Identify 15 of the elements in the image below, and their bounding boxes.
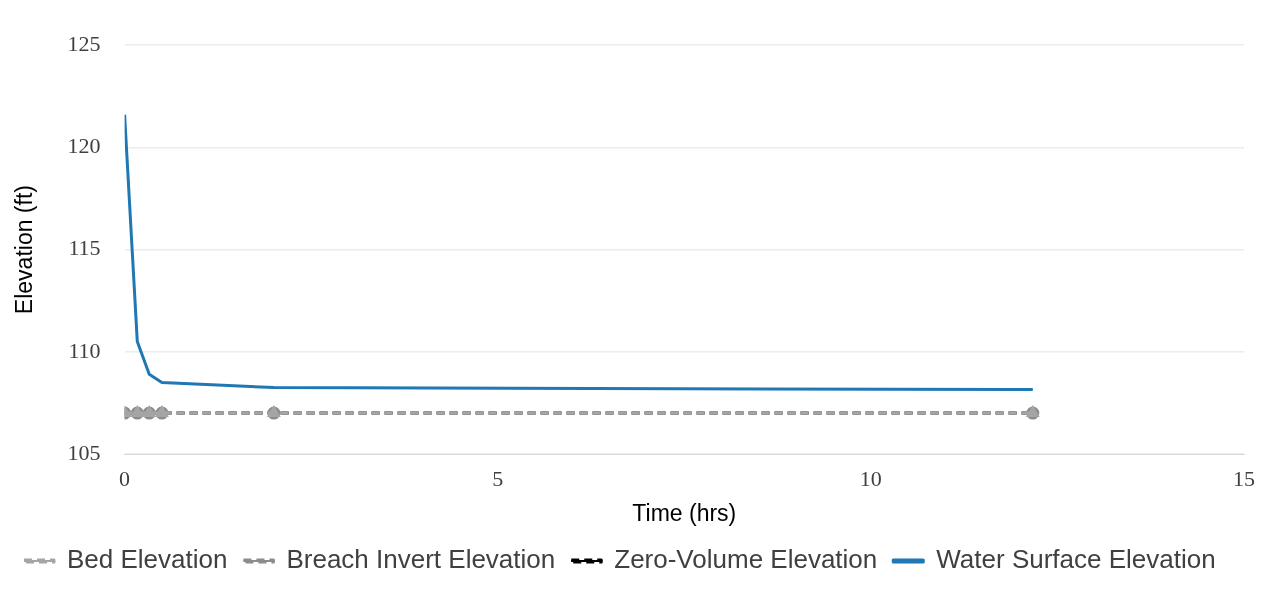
legend-label: Zero-Volume Elevation (614, 544, 878, 575)
legend-label: Bed Elevation (67, 544, 228, 575)
y-tick-label: 120 (67, 133, 101, 159)
x-axis-title: Time (hrs) (632, 499, 737, 526)
x-tick-label: 5 (492, 465, 504, 491)
y-tick-label: 110 (68, 337, 101, 363)
x-tick-label: 0 (119, 465, 131, 491)
y-tick-label: 125 (67, 30, 101, 56)
legend-label: Breach Invert Elevation (286, 544, 556, 575)
y-tick-label: 115 (68, 235, 101, 261)
legend-label: Water Surface Elevation (936, 544, 1216, 575)
x-tick-label: 15 (1233, 465, 1255, 491)
y-tick-label: 105 (67, 439, 101, 465)
y-axis-title: Elevation (ft) (11, 185, 38, 315)
x-tick-label: 10 (859, 465, 882, 491)
